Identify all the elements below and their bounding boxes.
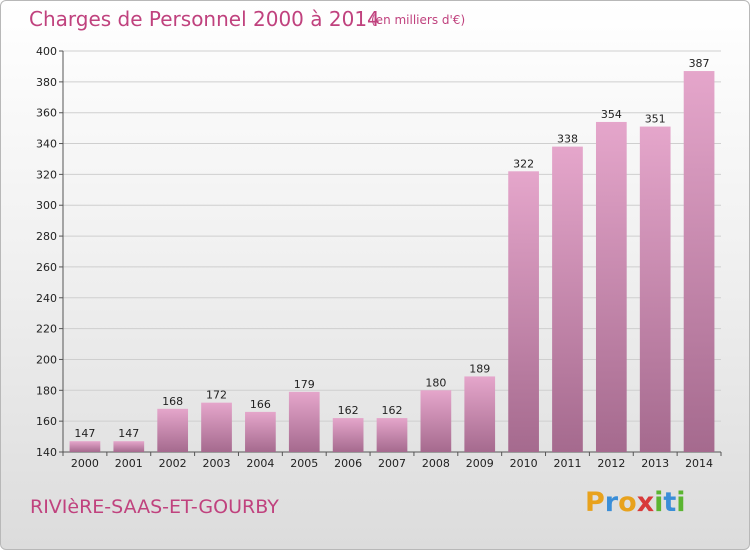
data-label: 387 bbox=[689, 57, 710, 70]
labels: 140 160 180 200 220 240 260 280 300 320 340 360 380 4… bbox=[36, 45, 713, 470]
data-label: 162 bbox=[382, 404, 403, 417]
commune-name: RIVIèRE-SAAS-ET-GOURBY bbox=[30, 496, 279, 518]
bar bbox=[245, 411, 276, 452]
logo-letter: r bbox=[604, 487, 619, 518]
x-tick-label: 2004 bbox=[246, 457, 274, 470]
y-tick-label: 200 bbox=[36, 353, 57, 366]
x-tick-label: 2002 bbox=[159, 457, 187, 470]
bar bbox=[69, 441, 101, 452]
data-label: 351 bbox=[645, 113, 666, 126]
x-tick-label: 2010 bbox=[510, 457, 538, 470]
chart-unit: (en milliers d'€) bbox=[371, 13, 466, 27]
bar bbox=[683, 71, 715, 453]
logo-letter: i bbox=[676, 487, 686, 518]
data-label: 338 bbox=[557, 133, 578, 146]
bar bbox=[157, 408, 189, 452]
x-tick-label: 2013 bbox=[641, 457, 669, 470]
x-tick-label: 2008 bbox=[422, 457, 450, 470]
x-tick-label: 2009 bbox=[466, 457, 494, 470]
data-label: 180 bbox=[425, 376, 446, 389]
logo-letter: o bbox=[618, 487, 637, 518]
y-tick-label: 220 bbox=[36, 323, 57, 336]
y-tick-label: 320 bbox=[36, 168, 57, 181]
bars bbox=[69, 71, 715, 453]
data-label: 189 bbox=[469, 362, 490, 375]
x-tick-label: 2003 bbox=[203, 457, 231, 470]
y-tick-label: 260 bbox=[36, 261, 57, 274]
bar bbox=[464, 376, 496, 452]
y-tick-label: 160 bbox=[36, 415, 57, 428]
data-label: 147 bbox=[74, 427, 95, 440]
logo-letter: x bbox=[636, 487, 655, 518]
chart-title: Charges de Personnel 2000 à 2014 bbox=[29, 7, 380, 31]
data-label: 166 bbox=[250, 398, 271, 411]
proxiti-logo[interactable]: Proxiti bbox=[585, 487, 686, 518]
bar bbox=[552, 146, 583, 452]
x-tick-label: 2005 bbox=[290, 457, 318, 470]
y-tick-label: 340 bbox=[36, 138, 57, 151]
y-tick-label: 400 bbox=[36, 45, 57, 58]
y-tick-label: 300 bbox=[36, 199, 57, 212]
y-tick-label: 240 bbox=[36, 292, 57, 305]
data-label: 147 bbox=[118, 427, 139, 440]
data-label: 162 bbox=[338, 404, 359, 417]
x-tick-label: 2011 bbox=[553, 457, 581, 470]
y-tick-label: 380 bbox=[36, 76, 57, 89]
y-tick-label: 140 bbox=[36, 446, 57, 459]
y-tick-label: 360 bbox=[36, 107, 57, 120]
bar bbox=[595, 121, 627, 452]
bar bbox=[420, 390, 452, 452]
data-label: 172 bbox=[206, 389, 227, 402]
data-label: 179 bbox=[294, 378, 315, 391]
x-tick-label: 2007 bbox=[378, 457, 406, 470]
data-label: 354 bbox=[601, 108, 622, 121]
x-tick-label: 2000 bbox=[71, 457, 99, 470]
y-tick-label: 280 bbox=[36, 230, 57, 243]
data-label: 322 bbox=[513, 157, 534, 170]
logo-letter: t bbox=[663, 487, 677, 518]
data-label: 168 bbox=[162, 395, 183, 408]
bar bbox=[639, 126, 671, 453]
x-tick-label: 2006 bbox=[334, 457, 362, 470]
x-tick-label: 2001 bbox=[115, 457, 143, 470]
logo-letter: i bbox=[654, 487, 664, 518]
bar bbox=[376, 418, 408, 452]
x-tick-label: 2014 bbox=[685, 457, 713, 470]
bar bbox=[332, 418, 364, 452]
bar bbox=[508, 171, 539, 453]
x-tick-label: 2012 bbox=[597, 457, 625, 470]
bar bbox=[288, 391, 320, 452]
logo-letter: P bbox=[585, 487, 605, 518]
y-tick-label: 180 bbox=[36, 384, 57, 397]
bar bbox=[201, 402, 232, 452]
bar bbox=[113, 441, 145, 452]
